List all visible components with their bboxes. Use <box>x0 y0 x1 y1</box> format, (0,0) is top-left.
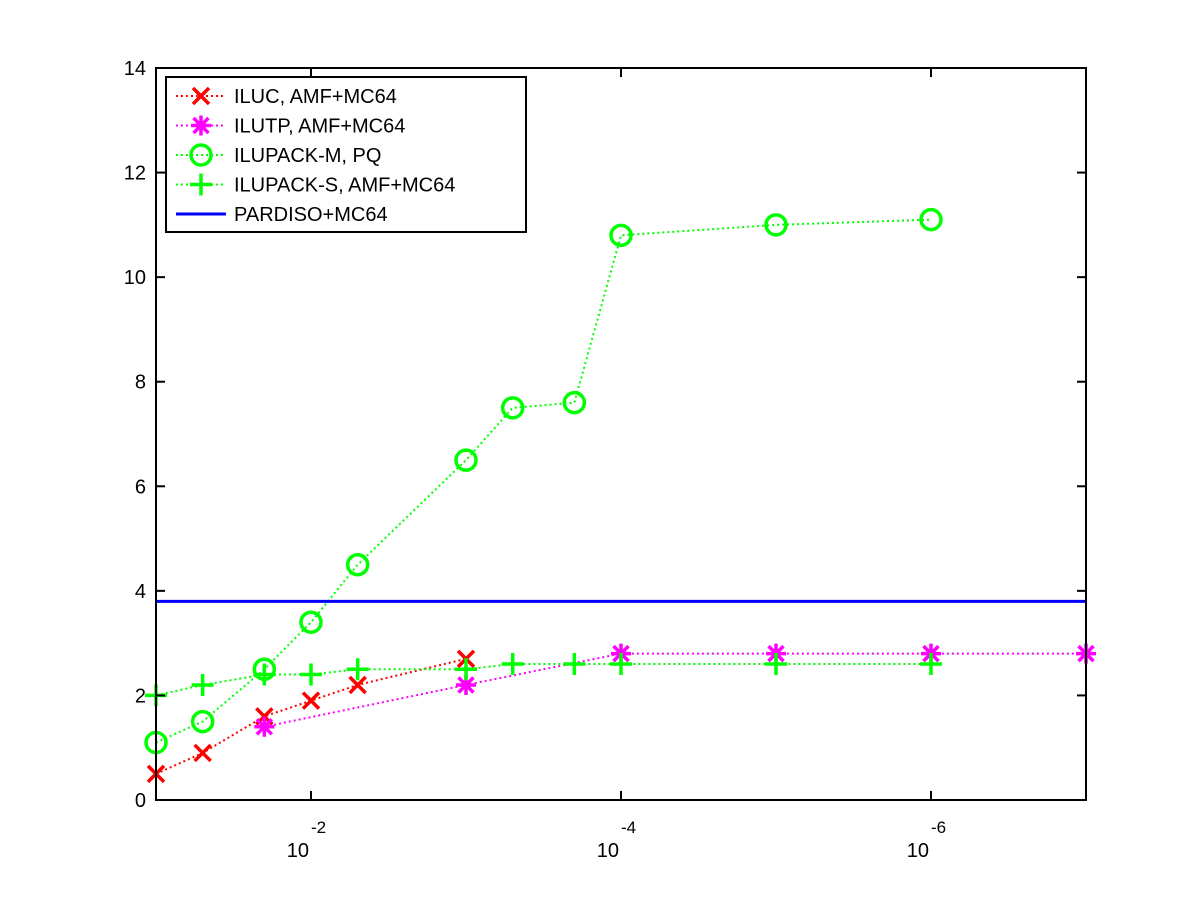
data-point-3-2 <box>253 663 276 686</box>
legend-entry-1: ILUTP, AMF+MC64 <box>176 115 405 138</box>
data-point-2-4 <box>345 552 370 577</box>
y-tick-label-0: 0 <box>135 790 146 812</box>
data-point-2-1 <box>190 709 215 734</box>
data-point-3-8 <box>610 653 632 676</box>
data-point-3-10 <box>920 653 942 676</box>
series-line-2 <box>155 218 932 744</box>
legend-entry-3: ILUPACK-S, AMF+MC64 <box>176 173 455 197</box>
y-tick-label-5: 10 <box>124 267 146 289</box>
data-point-2-5 <box>454 448 478 472</box>
y-tick-label-7: 14 <box>124 58 146 80</box>
data-point-0-1 <box>193 743 212 763</box>
data-point-2-7 <box>562 390 587 415</box>
data-point-1-0 <box>254 716 275 737</box>
legend-label-1: ILUTP, AMF+MC64 <box>234 116 405 138</box>
series-line-1 <box>264 652 1086 728</box>
y-tick-label-3: 6 <box>135 476 146 498</box>
data-point-3-5 <box>455 658 477 681</box>
x-tick-label-exp-0: -2 <box>311 818 326 837</box>
legend-entry-4: PARDISO+MC64 <box>176 204 388 226</box>
legend-marker-1 <box>191 115 211 136</box>
data-point-2-8 <box>609 223 633 248</box>
y-tick-label-4: 8 <box>135 372 146 394</box>
data-point-3-3 <box>300 663 322 686</box>
data-point-3-4 <box>346 658 369 681</box>
y-tick-label-6: 12 <box>124 163 146 185</box>
x-tick-label-base-0: 10 <box>287 840 309 862</box>
legend-marker-0 <box>191 86 211 106</box>
data-point-2-6 <box>500 396 525 420</box>
data-point-2-10 <box>919 207 943 232</box>
x-tick-label-exp-2: -6 <box>931 818 946 837</box>
data-point-2-3 <box>299 610 323 634</box>
data-point-0-4 <box>348 675 367 695</box>
series-2 <box>144 207 943 755</box>
data-point-3-6 <box>501 653 524 676</box>
x-tick-label-base-1: 10 <box>597 840 619 862</box>
legend-label-0: ILUC, AMF+MC64 <box>234 86 397 108</box>
data-point-3-9 <box>765 653 787 676</box>
data-point-3-1 <box>191 673 214 696</box>
legend-marker-2 <box>189 143 213 167</box>
legend-entry-2: ILUPACK-M, PQ <box>176 143 381 167</box>
x-tick-label-exp-1: -4 <box>621 818 636 837</box>
legend-label-3: ILUPACK-S, AMF+MC64 <box>234 175 455 197</box>
data-point-1-1 <box>456 674 476 695</box>
legend-entry-0: ILUC, AMF+MC64 <box>176 86 397 108</box>
data-point-0-3 <box>301 691 321 710</box>
legend-label-2: ILUPACK-M, PQ <box>234 145 381 167</box>
legend-label-4: PARDISO+MC64 <box>234 204 388 226</box>
legend-marker-3 <box>190 173 212 196</box>
legend-box <box>165 76 527 233</box>
y-tick-label-2: 4 <box>135 581 146 603</box>
data-point-3-7 <box>563 653 586 676</box>
y-tick-label-1: 2 <box>135 685 146 707</box>
legend: ILUC, AMF+MC64 ILUTP, AMF+MC64 ILUPACK-M, … <box>165 76 527 233</box>
x-tick-label-base-2: 10 <box>907 840 929 862</box>
data-point-2-9 <box>764 213 788 237</box>
